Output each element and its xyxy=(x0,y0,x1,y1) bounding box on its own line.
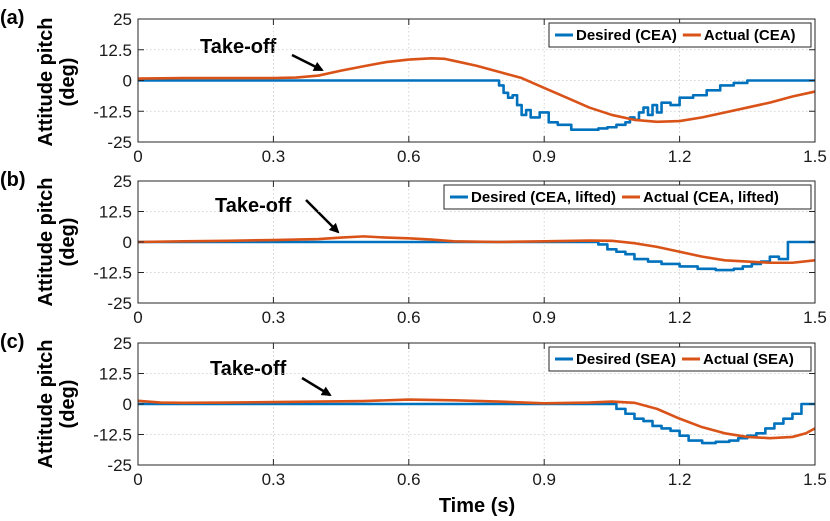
legend: Desired (SEA) Actual (SEA) xyxy=(548,346,812,372)
y-axis-label-line1: Attitude pitch xyxy=(35,340,57,469)
x-tick-label: 0 xyxy=(133,147,142,166)
panel-c: (c) Attitude pitch (deg) Take-off Time (… xyxy=(0,331,515,517)
y-tick-label: 0 xyxy=(123,72,132,91)
x-tick-label: 1.5 xyxy=(803,470,827,489)
take-off-annotation: Take-off xyxy=(210,358,287,380)
series-line-actual xyxy=(137,235,816,265)
x-tick-label: 0.3 xyxy=(262,308,286,327)
legend-entry: Actual (SEA) xyxy=(703,351,794,368)
y-tick-label: 12.5 xyxy=(99,41,132,60)
x-tick-label: 0.6 xyxy=(397,147,421,166)
x-tick-label: 0.6 xyxy=(397,308,421,327)
legend: Desired (CEA) Actual (CEA) xyxy=(548,22,812,48)
series-line-desired xyxy=(138,79,815,131)
y-tick-label: 25 xyxy=(113,172,132,191)
y-tick-label: -12.5 xyxy=(93,264,132,283)
x-tick-label: 1.5 xyxy=(803,147,827,166)
x-tick-label: 0.9 xyxy=(532,308,556,327)
panel-label: (c) xyxy=(0,331,24,353)
legend-entry: Desired (SEA) xyxy=(576,351,676,368)
x-tick-label: 0.3 xyxy=(262,470,286,489)
y-axis-label-line1: Attitude pitch xyxy=(35,178,57,307)
x-tick-label: 0 xyxy=(133,470,142,489)
y-tick-label: 12.5 xyxy=(99,203,132,222)
y-tick-label: -25 xyxy=(107,456,132,475)
x-tick-label: 0.3 xyxy=(262,147,286,166)
y-axis-label-line2: (deg) xyxy=(57,380,79,429)
series-line-desired xyxy=(138,402,815,445)
y-axis-label-line1: Attitude pitch xyxy=(35,18,57,147)
y-tick-label: -25 xyxy=(107,294,132,313)
y-axis-label-line2: (deg) xyxy=(57,218,79,267)
take-off-arrow xyxy=(301,376,332,397)
x-tick-label: 1.2 xyxy=(668,470,692,489)
x-axis-label: Time (s) xyxy=(439,495,515,517)
x-tick-label: 1.2 xyxy=(668,147,692,166)
y-tick-label: -12.5 xyxy=(93,426,132,445)
take-off-annotation: Take-off xyxy=(215,195,292,217)
plot-area-c: 0 0.3 0.6 0.9 1.2 1.5 25 12.5 0 -12.5 -25 Desired (… xyxy=(93,334,827,489)
legend-entry: Desired (CEA) xyxy=(576,27,677,44)
y-tick-label: 25 xyxy=(113,334,132,353)
panel-a: (a) Attitude pitch (deg) Take-off xyxy=(0,7,324,147)
plot-area-b: 0 0.3 0.6 0.9 1.2 1.5 25 12.5 0 -12.5 -25 Desired (… xyxy=(93,172,827,327)
y-tick-label: 12.5 xyxy=(99,365,132,384)
take-off-arrow xyxy=(291,53,324,72)
x-tick-label: 0.6 xyxy=(397,470,421,489)
panel-label: (b) xyxy=(0,169,26,191)
plot-area-a: 0 0.3 0.6 0.9 1.2 1.5 25 12.5 0 -12.5 -25 Desired (… xyxy=(93,10,827,166)
legend-box xyxy=(548,22,812,48)
series-line-desired xyxy=(138,240,815,272)
x-tick-label: 0.9 xyxy=(532,147,556,166)
y-tick-label: 25 xyxy=(113,10,132,29)
x-tick-label: 0 xyxy=(133,308,142,327)
legend: Desired (CEA, lifted) Actual (CEA, lifted… xyxy=(443,184,812,210)
y-tick-label: 0 xyxy=(123,395,132,414)
take-off-arrow xyxy=(305,199,340,234)
legend-entry: Desired (CEA, lifted) xyxy=(471,189,616,206)
take-off-annotation: Take-off xyxy=(200,36,277,58)
y-tick-label: -25 xyxy=(107,133,132,152)
x-tick-label: 0.9 xyxy=(532,470,556,489)
y-tick-label: -12.5 xyxy=(93,102,132,121)
y-axis-label-line2: (deg) xyxy=(57,58,79,107)
panel-label: (a) xyxy=(0,7,24,29)
series-line-actual xyxy=(137,57,816,124)
legend-entry: Actual (CEA) xyxy=(704,27,796,44)
x-tick-label: 1.2 xyxy=(668,308,692,327)
y-tick-label: 0 xyxy=(123,233,132,252)
panel-b: (b) Attitude pitch (deg) Take-off xyxy=(0,169,340,307)
legend-box xyxy=(548,346,812,372)
series-line-actual xyxy=(137,398,816,440)
plot-areas: 0 0.3 0.6 0.9 1.2 1.5 25 12.5 0 -12.5 -25 Desired (… xyxy=(93,10,827,489)
x-tick-label: 1.5 xyxy=(803,308,827,327)
legend-entry: Actual (CEA, lifted) xyxy=(643,189,779,206)
